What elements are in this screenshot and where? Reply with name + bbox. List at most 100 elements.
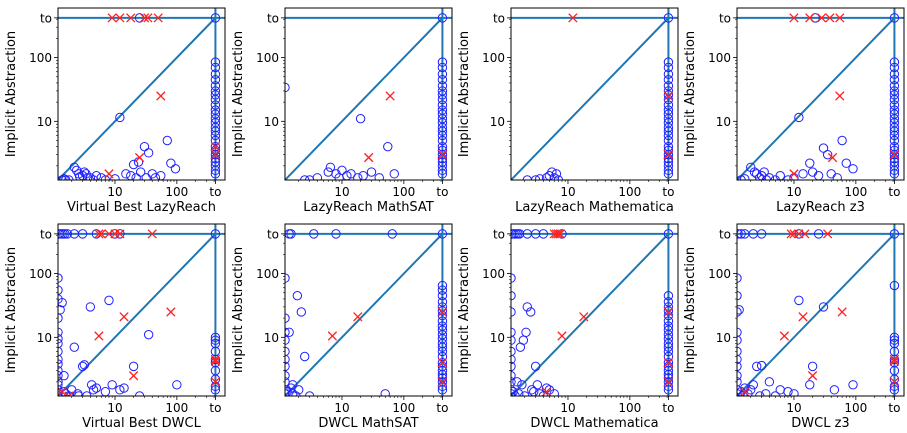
y-tick-label: 100 <box>29 267 52 281</box>
data-point-circle <box>285 327 290 337</box>
y-tick-label: 10 <box>716 331 731 345</box>
x-tick-label: 100 <box>618 185 641 199</box>
scatter-panel-5: 10 100 to 10 100 to Virtual Best DWCL Implicit … <box>4 223 226 431</box>
plot-area <box>737 8 904 180</box>
data-point-circle <box>783 387 793 396</box>
data-point-circle <box>889 157 900 167</box>
data-point-cross <box>139 13 150 23</box>
data-point-circle <box>889 69 900 79</box>
data-point-circle <box>841 158 851 168</box>
data-point-circle <box>761 175 772 180</box>
y-tick-label: 100 <box>482 51 505 65</box>
data-point-circle <box>285 82 290 93</box>
data-point-cross <box>94 331 104 341</box>
data-point-circle <box>805 380 815 390</box>
data-point-cross <box>889 149 900 160</box>
y-tick-label: 10 <box>716 115 731 129</box>
data-point-circle <box>553 175 564 180</box>
data-point-cross <box>94 229 104 239</box>
data-point-circle <box>889 81 900 91</box>
data-point-circle <box>764 377 775 387</box>
data-point-circle <box>285 346 290 357</box>
data-point-circle <box>789 389 799 396</box>
data-point-circle <box>104 295 114 306</box>
y-axis-label: Implicit Abstraction <box>231 247 246 373</box>
data-point-circle <box>748 380 758 390</box>
data-point-circle <box>115 385 125 395</box>
data-point-circle <box>380 389 390 396</box>
data-point-circle <box>62 229 73 239</box>
data-point-circle <box>210 57 221 67</box>
data-point-circle <box>889 385 900 395</box>
data-point-circle <box>285 335 290 345</box>
data-point-circle <box>58 297 67 308</box>
data-point-circle <box>86 380 97 390</box>
x-tick-label: 10 <box>107 185 122 199</box>
data-point-cross <box>807 371 818 381</box>
x-tick-label: 10 <box>334 401 349 415</box>
data-point-circle <box>663 325 674 335</box>
data-point-circle <box>794 295 804 306</box>
data-point-circle <box>355 113 366 124</box>
data-point-circle <box>437 109 448 119</box>
y-tick-label: 100 <box>708 51 731 65</box>
data-point-circle <box>663 90 674 100</box>
data-point-circle <box>210 229 221 239</box>
data-point-circle <box>58 365 63 376</box>
x-axis-label: Virtual Best LazyReach <box>67 200 216 215</box>
data-point-cross <box>786 229 796 239</box>
y-axis-label: Implicit Abstraction <box>457 247 472 373</box>
x-axis-label: LazyReach Mathematica <box>515 200 674 215</box>
data-point-circle <box>58 346 63 357</box>
data-point-cross <box>889 356 900 366</box>
data-point-circle <box>837 135 847 146</box>
y-tick-label: 10 <box>37 115 52 129</box>
data-point-circle <box>58 294 63 304</box>
data-point-circle <box>141 173 151 180</box>
data-point-cross <box>579 312 589 322</box>
plot-area <box>58 8 225 180</box>
data-point-circle <box>353 173 363 180</box>
data-point-circle <box>437 135 448 146</box>
y-tick-label: 10 <box>490 115 505 129</box>
data-point-cross <box>210 377 221 387</box>
data-point-circle <box>61 175 71 180</box>
data-point-circle <box>210 105 221 115</box>
data-point-circle <box>437 69 448 79</box>
data-point-circle <box>737 346 742 357</box>
data-point-cross <box>437 307 448 317</box>
data-point-circle <box>737 290 742 301</box>
x-axis-label: DWCL MathSAT <box>318 416 418 431</box>
data-point-circle <box>737 307 742 317</box>
x-tick-label: 10 <box>786 401 801 415</box>
data-point-circle <box>663 306 674 316</box>
data-point-circle <box>889 335 900 345</box>
data-point-circle <box>511 370 516 381</box>
data-point-cross <box>210 149 221 160</box>
data-point-cross <box>364 152 374 163</box>
data-point-circle <box>437 377 448 387</box>
data-point-circle <box>437 316 448 326</box>
scatter-panel-8: 10 100 to 10 100 to DWCL z3 Implicit Abstractio… <box>683 223 905 431</box>
data-point-circle <box>162 135 172 146</box>
data-point-circle <box>889 74 900 85</box>
data-point-circle <box>663 62 674 73</box>
data-point-circle <box>210 161 221 171</box>
data-point-circle <box>511 389 516 396</box>
data-point-cross <box>822 229 833 239</box>
data-point-circle <box>150 173 161 180</box>
data-point-circle <box>210 141 221 152</box>
data-point-cross <box>115 229 125 239</box>
data-point-circle <box>663 290 674 301</box>
data-point-circle <box>331 229 341 239</box>
data-point-circle <box>58 359 63 369</box>
data-point-circle <box>437 290 448 301</box>
diagonal-line <box>285 17 444 180</box>
data-point-circle <box>143 148 154 158</box>
data-point-circle <box>139 141 150 152</box>
data-point-circle <box>737 335 742 345</box>
data-point-circle <box>437 13 448 23</box>
data-point-circle <box>325 162 336 172</box>
data-point-circle <box>59 370 69 381</box>
y-axis-label: Implicit Abstraction <box>4 247 19 373</box>
